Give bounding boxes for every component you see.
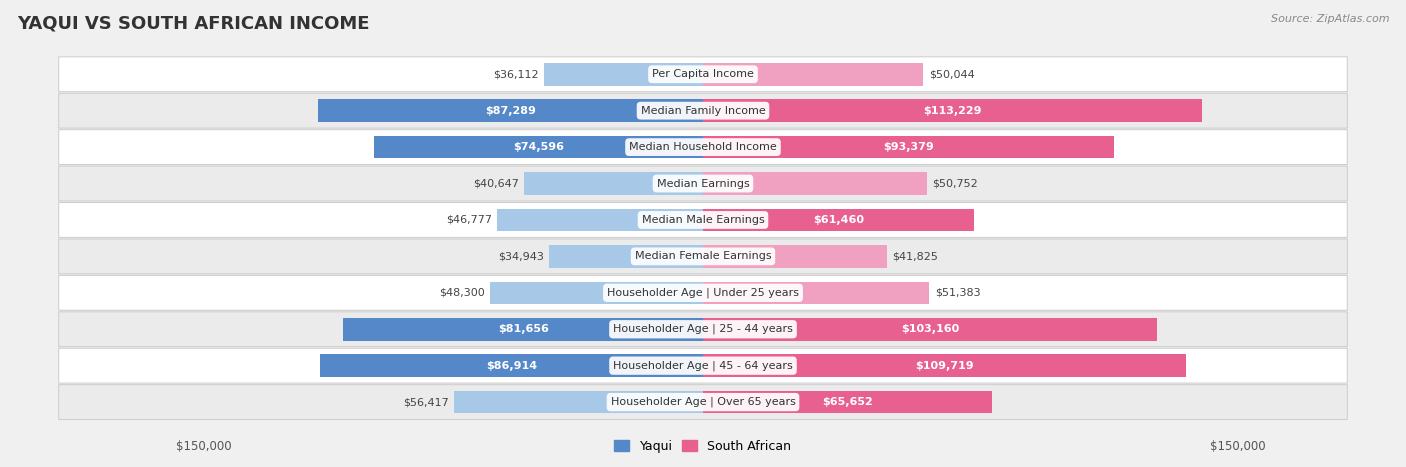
Bar xyxy=(454,391,703,413)
FancyBboxPatch shape xyxy=(59,203,1347,237)
Text: $87,289: $87,289 xyxy=(485,106,536,116)
FancyBboxPatch shape xyxy=(59,312,1347,347)
Bar xyxy=(550,245,703,268)
Bar xyxy=(703,209,974,231)
Text: $81,656: $81,656 xyxy=(498,324,548,334)
Text: $51,383: $51,383 xyxy=(935,288,980,298)
Bar xyxy=(703,245,887,268)
Bar xyxy=(544,63,703,85)
Text: $48,300: $48,300 xyxy=(439,288,485,298)
Text: $113,229: $113,229 xyxy=(924,106,981,116)
Text: $93,379: $93,379 xyxy=(883,142,934,152)
Bar xyxy=(321,354,703,377)
Text: Source: ZipAtlas.com: Source: ZipAtlas.com xyxy=(1271,14,1389,24)
Bar xyxy=(703,63,924,85)
Text: $50,752: $50,752 xyxy=(932,178,977,189)
Text: $41,825: $41,825 xyxy=(893,251,938,262)
FancyBboxPatch shape xyxy=(59,276,1347,310)
Text: Householder Age | 25 - 44 years: Householder Age | 25 - 44 years xyxy=(613,324,793,334)
Bar xyxy=(703,318,1157,340)
Bar xyxy=(496,209,703,231)
FancyBboxPatch shape xyxy=(59,166,1347,201)
Text: $150,000: $150,000 xyxy=(176,440,232,453)
Text: $150,000: $150,000 xyxy=(1209,440,1265,453)
Text: $74,596: $74,596 xyxy=(513,142,564,152)
Text: $56,417: $56,417 xyxy=(404,397,449,407)
FancyBboxPatch shape xyxy=(59,130,1347,164)
Bar xyxy=(703,136,1115,158)
Text: Householder Age | Under 25 years: Householder Age | Under 25 years xyxy=(607,288,799,298)
Text: $36,112: $36,112 xyxy=(494,69,538,79)
Bar xyxy=(374,136,703,158)
Bar xyxy=(703,172,927,195)
Text: Householder Age | Over 65 years: Householder Age | Over 65 years xyxy=(610,397,796,407)
Legend: Yaqui, South African: Yaqui, South African xyxy=(609,435,797,458)
Bar xyxy=(703,391,993,413)
Text: $50,044: $50,044 xyxy=(929,69,974,79)
Text: Median Female Earnings: Median Female Earnings xyxy=(634,251,772,262)
Bar xyxy=(703,354,1187,377)
Text: Median Family Income: Median Family Income xyxy=(641,106,765,116)
Text: $109,719: $109,719 xyxy=(915,361,974,371)
FancyBboxPatch shape xyxy=(59,57,1347,92)
Text: $34,943: $34,943 xyxy=(498,251,544,262)
Text: YAQUI VS SOUTH AFRICAN INCOME: YAQUI VS SOUTH AFRICAN INCOME xyxy=(17,14,370,32)
FancyBboxPatch shape xyxy=(59,348,1347,383)
Text: Median Male Earnings: Median Male Earnings xyxy=(641,215,765,225)
Text: $103,160: $103,160 xyxy=(901,324,959,334)
Text: Median Household Income: Median Household Income xyxy=(628,142,778,152)
FancyBboxPatch shape xyxy=(59,385,1347,419)
Bar xyxy=(703,282,929,304)
Text: $40,647: $40,647 xyxy=(472,178,519,189)
Bar xyxy=(703,99,1202,122)
Bar xyxy=(491,282,703,304)
Bar xyxy=(318,99,703,122)
Text: Householder Age | 45 - 64 years: Householder Age | 45 - 64 years xyxy=(613,361,793,371)
Text: Per Capita Income: Per Capita Income xyxy=(652,69,754,79)
Text: $86,914: $86,914 xyxy=(486,361,537,371)
Text: $65,652: $65,652 xyxy=(823,397,873,407)
Text: Median Earnings: Median Earnings xyxy=(657,178,749,189)
FancyBboxPatch shape xyxy=(59,239,1347,274)
Text: $61,460: $61,460 xyxy=(813,215,863,225)
FancyBboxPatch shape xyxy=(59,93,1347,128)
Text: $46,777: $46,777 xyxy=(446,215,492,225)
Bar xyxy=(343,318,703,340)
Bar xyxy=(524,172,703,195)
